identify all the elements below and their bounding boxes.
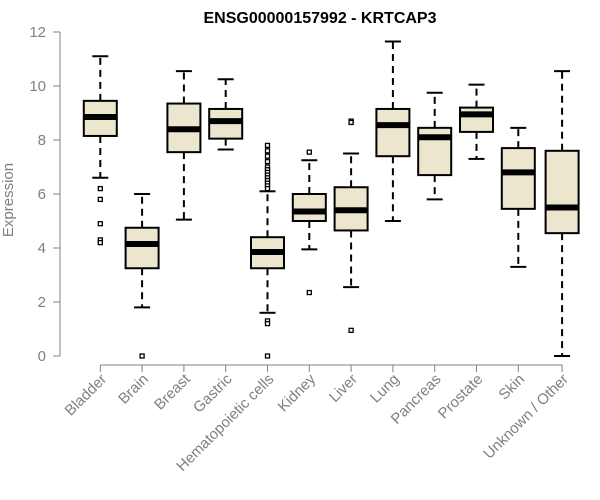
outlier-point: [264, 185, 271, 192]
boxes-group: [82, 40, 580, 359]
outlier-point: [348, 119, 354, 126]
box-kidney: [291, 149, 327, 296]
x-tick-label: Kidney: [275, 370, 320, 415]
box-prostate: [459, 83, 494, 160]
outlier-point: [306, 149, 312, 155]
box-rect: [375, 107, 411, 158]
y-axis-label: Expression: [0, 163, 17, 237]
x-tick-label: Skin: [495, 371, 528, 404]
box-pancreas: [417, 91, 453, 201]
chart-title: ENSG00000157992 - KRTCAP3: [203, 10, 436, 27]
x-tick-label: Prostate: [435, 371, 487, 423]
outlier-point: [139, 353, 145, 359]
box-brain: [124, 193, 160, 359]
y-axis: 0 2 4 6 8 10 12: [29, 24, 61, 365]
outlier-point: [264, 148, 271, 154]
outlier-point: [264, 353, 271, 359]
y-tick-label: 12: [29, 24, 46, 41]
y-tick-label: 8: [38, 132, 46, 149]
x-tick-label: Bladder: [62, 371, 111, 420]
box-rect: [124, 226, 160, 270]
box-liver: [333, 118, 369, 334]
outlier-point: [97, 221, 103, 227]
outlier-point: [97, 185, 103, 192]
outlier-point: [97, 239, 103, 246]
x-tick-label: Breast: [151, 370, 194, 413]
y-tick-label: 2: [38, 294, 46, 311]
y-tick-label: 6: [38, 186, 46, 203]
box-rect: [459, 106, 494, 133]
box-rect: [500, 147, 536, 210]
box-lung: [375, 40, 411, 222]
x-tick-label: Brain: [115, 371, 152, 408]
box-rect: [544, 149, 580, 235]
box-bladder: [82, 55, 118, 246]
x-tick-label: Liver: [326, 371, 361, 406]
outlier-point: [97, 196, 103, 203]
box-gastric: [208, 78, 244, 151]
box-unknown-other: [544, 70, 580, 357]
box-breast: [166, 70, 202, 221]
outlier-point: [306, 289, 312, 296]
y-tick-label: 10: [29, 78, 46, 95]
outlier-point: [264, 320, 271, 327]
outlier-point: [264, 142, 271, 149]
box-skin: [500, 126, 536, 268]
x-tick-label: Lung: [367, 371, 403, 407]
outlier-point: [264, 158, 271, 165]
y-tick-label: 0: [38, 348, 46, 365]
box-hematopoietic-cells: [250, 142, 285, 359]
outlier-point: [348, 327, 354, 334]
box-rect: [291, 193, 327, 222]
y-tick-label: 4: [38, 240, 46, 257]
outlier-point: [264, 153, 271, 159]
